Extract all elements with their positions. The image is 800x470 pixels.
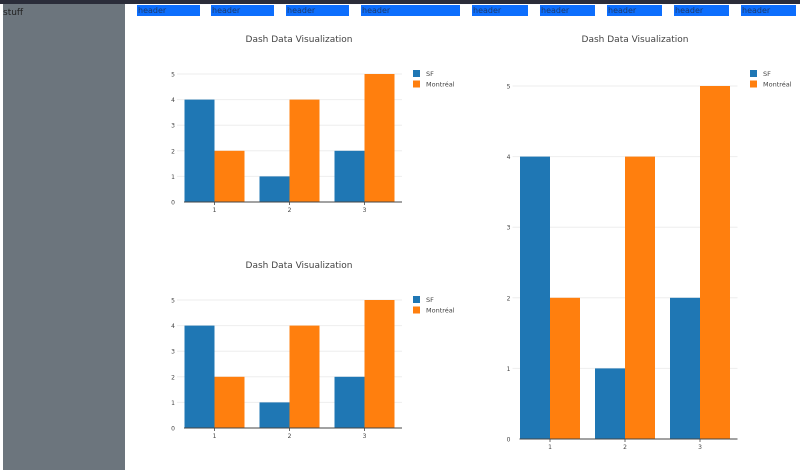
x-tick-label: 1 bbox=[213, 207, 217, 214]
y-tick-label: 1 bbox=[171, 400, 175, 407]
bar-montreal bbox=[364, 74, 395, 202]
y-tick-label: 4 bbox=[171, 97, 175, 104]
legend-label: SF bbox=[426, 70, 434, 78]
chart-title: Dash Data Visualization bbox=[246, 35, 353, 45]
bar-montreal bbox=[214, 150, 245, 202]
y-tick-label: 4 bbox=[171, 323, 175, 330]
header-cell: header bbox=[361, 5, 460, 16]
y-tick-label: 3 bbox=[171, 349, 175, 356]
bar-sf bbox=[595, 368, 625, 439]
bar-sf bbox=[334, 150, 365, 202]
header-cell: header bbox=[286, 5, 349, 16]
legend-label: Montréal bbox=[426, 307, 455, 315]
y-tick-label: 3 bbox=[171, 123, 175, 130]
legend-swatch bbox=[413, 296, 420, 303]
header-cell: header bbox=[741, 5, 796, 16]
y-tick-label: 2 bbox=[171, 148, 175, 155]
x-tick-label: 1 bbox=[213, 433, 217, 440]
bar-sf bbox=[520, 156, 550, 439]
legend-label: Montréal bbox=[426, 81, 455, 89]
header-cell: header bbox=[137, 5, 200, 16]
y-tick-label: 3 bbox=[507, 225, 511, 232]
bar-sf bbox=[670, 297, 700, 439]
legend-swatch bbox=[413, 80, 420, 88]
bar-chart: Dash Data Visualization 0 1 2 3 4 5 1 2 3 SF Montré… bbox=[171, 35, 455, 214]
x-tick-label: 3 bbox=[698, 444, 702, 451]
header-cell: header bbox=[607, 5, 662, 16]
y-tick-label: 2 bbox=[171, 374, 175, 381]
chart-title: Dash Data Visualization bbox=[246, 261, 353, 271]
bar-montreal bbox=[214, 376, 245, 428]
chart-title: Dash Data Visualization bbox=[582, 35, 689, 45]
x-tick-label: 2 bbox=[288, 207, 292, 214]
y-tick-label: 5 bbox=[171, 298, 175, 305]
bar-montreal bbox=[289, 325, 320, 428]
bar-montreal bbox=[700, 86, 730, 439]
y-tick-label: 1 bbox=[171, 174, 175, 181]
x-tick-label: 2 bbox=[288, 433, 292, 440]
sidebar-label: stuff bbox=[3, 8, 24, 18]
y-tick-label: 0 bbox=[171, 426, 175, 433]
top-bar bbox=[0, 0, 800, 4]
bar-sf bbox=[334, 376, 365, 428]
legend-label: SF bbox=[426, 296, 434, 304]
legend-swatch bbox=[750, 70, 757, 77]
y-tick-label: 1 bbox=[507, 366, 511, 373]
bar-sf bbox=[259, 402, 290, 428]
y-tick-label: 5 bbox=[171, 72, 175, 79]
bar-montreal bbox=[550, 297, 580, 439]
bar-montreal bbox=[364, 300, 395, 428]
bar-chart: Dash Data Visualization 0 1 2 3 4 5 1 2 3 SF Montré… bbox=[507, 35, 792, 451]
header-cell: header bbox=[472, 5, 528, 16]
y-tick-label: 0 bbox=[171, 200, 175, 207]
bar-sf bbox=[184, 325, 215, 428]
bar-sf bbox=[259, 176, 290, 202]
header-cell: header bbox=[540, 5, 595, 16]
x-tick-label: 3 bbox=[363, 433, 367, 440]
sidebar: stuff bbox=[3, 4, 125, 470]
legend-swatch bbox=[413, 306, 420, 314]
legend-swatch bbox=[413, 70, 420, 77]
x-tick-label: 3 bbox=[363, 207, 367, 214]
bar-chart: Dash Data Visualization 0 1 2 3 4 5 1 2 3 SF Montré… bbox=[171, 261, 455, 440]
bar-montreal bbox=[289, 99, 320, 202]
y-tick-label: 4 bbox=[507, 154, 511, 161]
x-tick-label: 1 bbox=[548, 444, 552, 451]
legend-swatch bbox=[750, 80, 757, 88]
legend-label: Montréal bbox=[763, 81, 792, 89]
y-tick-label: 5 bbox=[507, 84, 511, 91]
x-tick-label: 2 bbox=[623, 444, 627, 451]
bar-montreal bbox=[625, 156, 655, 439]
bar-sf bbox=[184, 99, 215, 202]
header-cell: header bbox=[674, 5, 729, 16]
y-tick-label: 0 bbox=[507, 437, 511, 444]
legend-label: SF bbox=[763, 70, 771, 78]
y-tick-label: 2 bbox=[507, 295, 511, 302]
header-cell: header bbox=[211, 5, 274, 16]
